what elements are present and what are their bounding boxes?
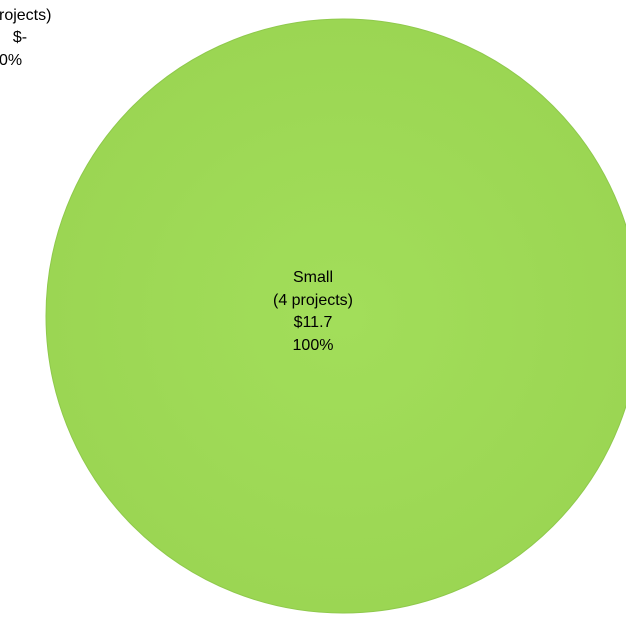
- slice-label-zero-percent: 0%: [0, 52, 22, 69]
- slice-label-small-percent: 100%: [293, 337, 334, 354]
- slice-label-zero: rojects) $- 0%: [0, 7, 51, 69]
- slice-label-small: Small (4 projects) $11.7 100%: [273, 269, 353, 354]
- slice-label-zero-count: rojects): [0, 7, 51, 24]
- slice-label-small-value: $11.7: [294, 314, 333, 331]
- slice-label-small-count: (4 projects): [273, 292, 353, 309]
- slice-label-zero-value: $-: [13, 29, 27, 46]
- slice-label-small-name: Small: [293, 269, 333, 286]
- pie-slice-small: [45, 18, 626, 614]
